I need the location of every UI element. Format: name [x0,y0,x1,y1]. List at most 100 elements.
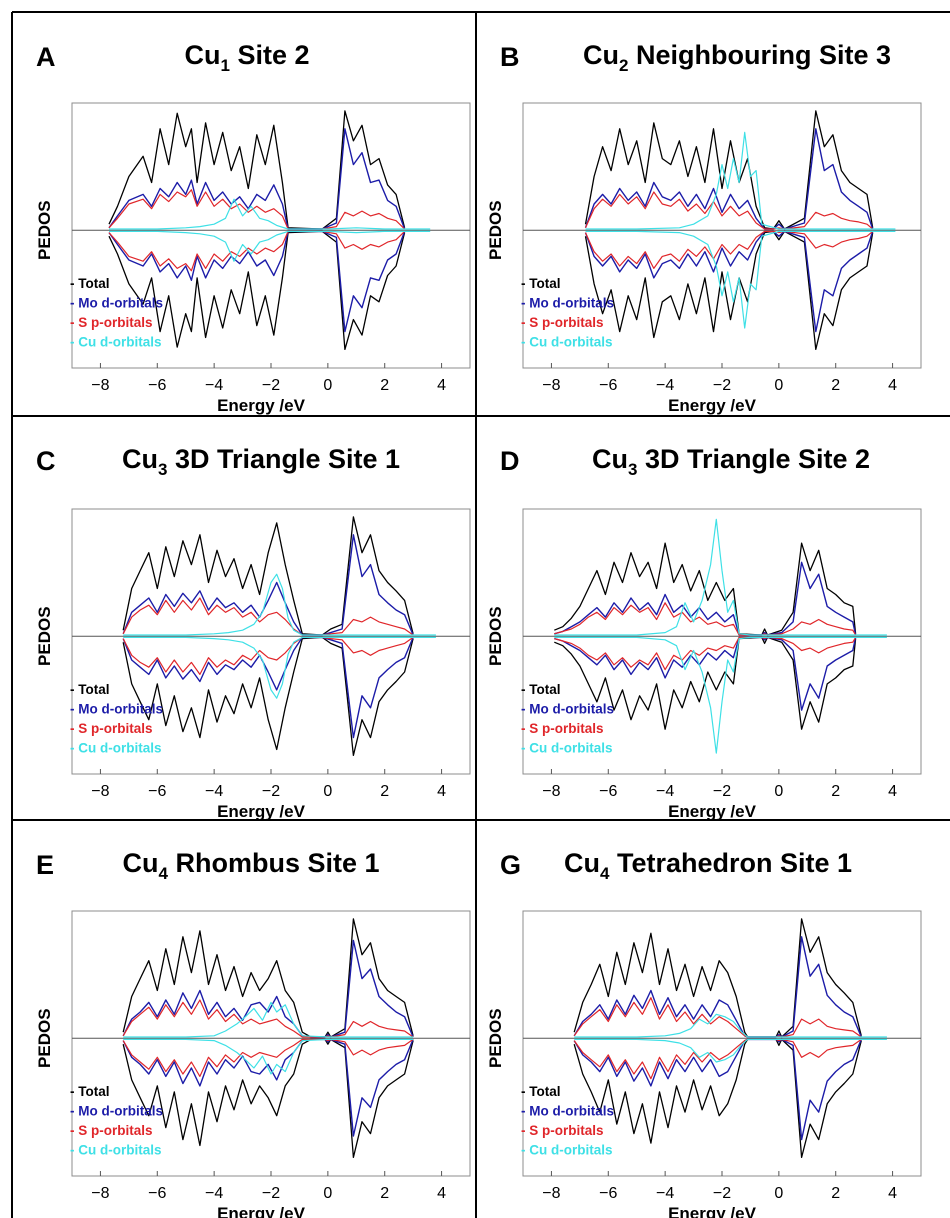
x-tick-label: −6 [148,377,166,394]
panel-letter: G [500,850,521,880]
chart-title-base: Cu [122,444,158,474]
panel-letter: B [500,42,520,72]
chart-title-rest: Tetrahedron Site 1 [609,848,852,878]
pedos-panel-a: A Cu1 Site 2 −8 −6 −4 −2 0 2 4 Energy /eV PEDOS - T… [35,40,471,415]
series-line-total-down [122,636,414,757]
series-line-cu_d-down [109,230,431,262]
chart-title-subscript: 1 [220,56,229,75]
x-tick-label: −8 [91,377,109,394]
series-line-total-down [122,1038,414,1159]
series-line-cu_d-down [585,230,896,329]
series-line-mo_d-up [573,936,862,1038]
series-line-total-up [108,110,406,230]
series-line-s_p-up [108,189,406,230]
x-axis-label: Energy /eV [217,1204,306,1218]
legend-entry-total: - Total [70,682,110,697]
legend: - Total - Mo d-orbitals - S p-orbitals - Cu… [70,1084,163,1158]
series-line-total-up [554,542,857,636]
y-axis-label: PEDOS [486,200,505,260]
series-line-s_p-up [122,597,414,636]
x-tick-label: 2 [380,783,389,800]
chart-title-base: Cu [123,848,159,878]
series-line-cu_d-up [585,131,896,230]
panel-frames [11,11,950,1218]
legend: - Total - Mo d-orbitals - S p-orbitals - Cu… [521,682,614,756]
series-line-cu_d-down [554,636,887,754]
series-line-total-down [108,230,406,351]
legend: - Total - Mo d-orbitals - S p-orbitals - Cu… [521,1084,614,1158]
series-line-total-up [122,918,414,1038]
pedos-panel-g: G Cu4 Tetrahedron Site 1−8 −6 −4 −2 0 2 4Energy… [486,848,922,1218]
x-tick-label: 0 [774,377,783,394]
series-line-cu_d-down [123,636,436,699]
series-line-mo_d-up [108,128,406,230]
legend-entry-s_p: - S p-orbitals [70,721,153,736]
legend: - Total - Mo d-orbitals - S p-orbitals - Cu… [70,682,163,756]
series-line-cu_d-up [109,198,431,230]
legend: - Total - Mo d-orbitals - S p-orbitals - Cu… [521,276,614,350]
x-tick-label: 0 [323,783,332,800]
series-line-mo_d-down [584,230,874,333]
x-tick-label: −4 [656,377,674,394]
series-line-s_p-down [554,636,857,671]
legend-entry-cu_d: - Cu d-orbitals [521,1143,613,1158]
panel-letter: A [36,42,56,72]
legend-entry-s_p: - S p-orbitals [521,1123,604,1138]
series-line-s_p-down [573,1038,862,1080]
legend-entry-total: - Total [70,276,110,291]
legend-entry-cu_d: - Cu d-orbitals [70,1143,162,1158]
panels: A Cu 1 Site 2 −8 −6 −4 −2 0 2 4 Energy /eV PEDOS - T… [35,40,922,1218]
x-tick-label: 2 [831,377,840,394]
chart-title: Cu2 Neighbouring Site 3 [583,40,891,75]
x-tick-label: 0 [774,1185,783,1202]
pedos-panel-d: D Cu3 3D Triangle Site 2 −8 −6 −4 −2 0 2 4 Energy… [486,444,922,821]
series-line-cu_d-up [574,1013,887,1038]
series-line-s_p-down [584,230,874,269]
legend-entry-mo_d: - Mo d-orbitals [70,702,163,717]
series-line-cu_d-up [123,1001,414,1038]
series-line-s_p-up [584,191,874,230]
series-line-total-up [573,918,862,1038]
panel-letter: C [36,446,56,476]
x-tick-label: −4 [656,1185,674,1202]
panel-letter: D [500,446,520,476]
legend-entry-cu_d: - Cu d-orbitals [70,335,162,350]
series-line-mo_d-up [554,561,857,636]
x-tick-label: 4 [888,1185,897,1202]
legend-entry-mo_d: - Mo d-orbitals [70,1104,163,1119]
x-tick-label: 2 [831,783,840,800]
chart-title-rest: 3D Triangle Site 2 [637,444,870,474]
y-axis-label: PEDOS [35,606,54,666]
y-axis-label: PEDOS [486,1008,505,1068]
chart-title-rest: 3D Triangle Site 1 [167,444,400,474]
y-axis-label: PEDOS [35,200,54,260]
chart-title-rest: Rhombus Site 1 [168,848,380,878]
x-tick-label: −6 [148,1185,166,1202]
chart-title-base: Cu [564,848,600,878]
series-line-s_p-up [573,997,862,1038]
series-line-mo_d-down [108,230,406,333]
x-tick-label: 4 [888,783,897,800]
x-tick-label: −8 [542,1185,560,1202]
series-line-mo_d-down [554,636,857,711]
x-tick-label: −4 [205,1185,223,1202]
legend-entry-s_p: - S p-orbitals [70,315,153,330]
x-axis-label: Energy /eV [217,396,306,415]
x-tick-label: −6 [599,377,617,394]
chart-title-rest: Site 2 [230,40,310,70]
series-line-total-down [554,636,857,730]
legend-entry-cu_d: - Cu d-orbitals [521,741,613,756]
x-tick-label: 0 [323,1185,332,1202]
x-tick-label: −8 [542,783,560,800]
series-line-total-up [122,516,414,636]
series-line-cu_d-down [123,1038,414,1075]
chart-title-subscript: 4 [600,864,610,883]
x-tick-label: −2 [713,377,731,394]
x-tick-label: −4 [205,377,223,394]
legend-entry-total: - Total [521,276,561,291]
chart-title: Cu3 3D Triangle Site 2 [592,444,870,479]
series-line-mo_d-up [122,939,414,1038]
chart-title-base: Cu [592,444,628,474]
